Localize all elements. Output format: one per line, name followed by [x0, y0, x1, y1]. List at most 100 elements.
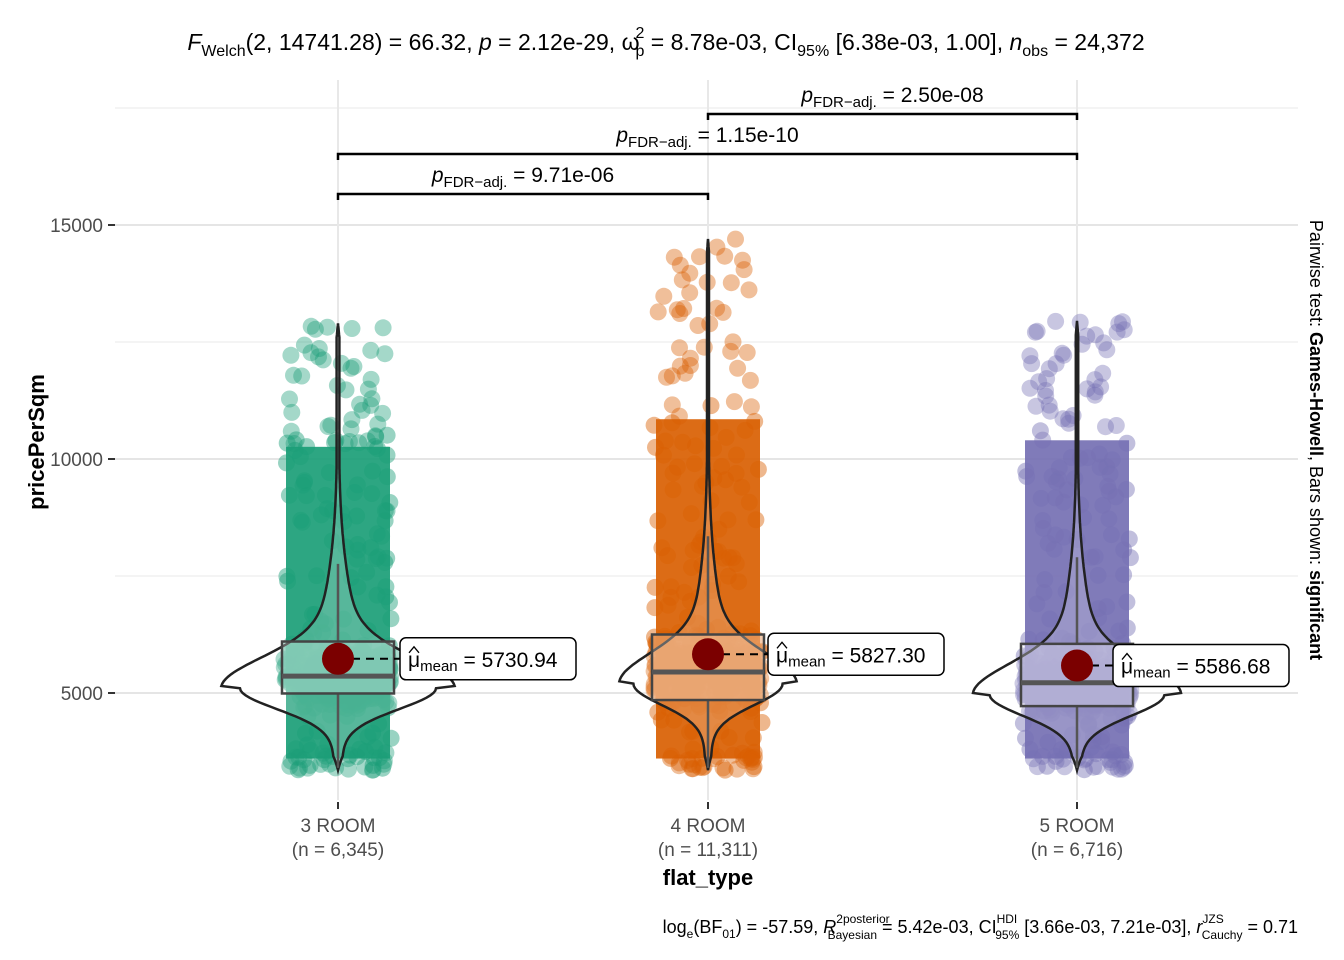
pairwise-label: pFDR−adj. = 1.15e-10	[615, 124, 798, 151]
outlier-point	[708, 238, 726, 256]
outlier-point	[367, 427, 384, 445]
outlier-point	[293, 367, 311, 385]
outlier-point	[362, 341, 380, 359]
outlier-point	[1078, 380, 1096, 398]
outlier-point	[1026, 323, 1044, 341]
chart-title: FWelch(2, 14741.28) = 66.32, p = 2.12e-2…	[187, 25, 1144, 60]
mean-label-box	[1112, 643, 1290, 688]
data-point	[1113, 746, 1131, 764]
outlier-point	[336, 435, 354, 453]
outlier-point	[1086, 383, 1104, 401]
outlier-point	[337, 381, 355, 399]
outlier-point	[1040, 360, 1058, 378]
outlier-point	[281, 390, 298, 408]
outlier-point	[363, 390, 381, 408]
outlier-point	[345, 358, 363, 375]
data-point	[301, 756, 319, 774]
outlier-point	[1030, 373, 1048, 391]
outlier-point	[714, 303, 732, 321]
data-point	[1113, 760, 1131, 778]
mean-point	[322, 642, 354, 675]
outlier-point	[1092, 378, 1110, 396]
outlier-point	[343, 411, 361, 429]
outlier-point	[310, 340, 328, 357]
data-point	[684, 760, 702, 778]
data-point	[733, 744, 751, 762]
hat-icon	[1121, 652, 1133, 660]
outlier-point	[295, 336, 313, 354]
violin-1	[617, 238, 799, 771]
outlier-point	[342, 359, 360, 377]
data-point	[295, 751, 313, 769]
data-point	[728, 760, 746, 778]
data-point	[375, 755, 393, 773]
mean-label-box	[767, 632, 945, 677]
data-point	[364, 761, 381, 779]
outlier-point	[1098, 341, 1116, 359]
data-point	[1031, 422, 1049, 440]
outlier-point	[1060, 414, 1078, 432]
outlier-point	[681, 264, 699, 282]
outlier-point	[727, 230, 744, 248]
data-point	[317, 747, 335, 765]
bayes-caption: loge(BF01) = -57.59, R2posterior Bayesian…	[663, 912, 1298, 942]
outlier-point	[741, 371, 759, 389]
mean-markers: μmean = 5730.94 μmean = 5827.30 μmean = 55…	[322, 632, 1290, 688]
outlier-point	[722, 274, 740, 292]
data-point	[314, 744, 332, 762]
data-point	[1116, 757, 1134, 774]
outlier-point	[1095, 334, 1113, 352]
outlier-point	[673, 271, 691, 289]
outlier-point	[1086, 326, 1104, 344]
axes: 5000 10000 15000 3 ROOM (n = 6,345) 4 ROOM (n …	[50, 216, 1123, 861]
data-point	[1106, 747, 1124, 765]
outlier-point	[716, 247, 734, 265]
outlier-point	[1078, 327, 1096, 345]
x-tick-count: (n = 11,311)	[658, 840, 758, 861]
data-point	[1116, 753, 1134, 771]
outlier-point	[310, 348, 327, 366]
outlier-point	[1038, 370, 1056, 388]
data-point	[281, 757, 299, 775]
data-point	[299, 759, 317, 777]
pairwise-label: pFDR−adj. = 2.50e-08	[800, 84, 983, 111]
pairwise-bracket	[336, 152, 1079, 160]
data-point	[282, 752, 300, 770]
outlier-point	[1114, 313, 1131, 331]
outlier-point	[1054, 410, 1072, 428]
outlier-point	[738, 344, 756, 361]
outlier-point	[1086, 371, 1104, 389]
outlier-point	[734, 251, 751, 269]
pairwise-bracket	[706, 112, 1079, 120]
outlier-point	[724, 333, 742, 351]
outlier-point	[670, 407, 688, 425]
data-point	[742, 750, 760, 768]
outlier-point	[1097, 418, 1114, 436]
outlier-point	[1060, 410, 1078, 428]
outlier-point	[285, 435, 303, 452]
outlier-point	[671, 357, 689, 375]
x-tick-count: (n = 6,345)	[292, 840, 384, 861]
outlier-point	[1021, 347, 1039, 365]
outlier-point	[1037, 382, 1054, 399]
data-point	[287, 431, 305, 449]
outlier-point	[681, 357, 699, 374]
outlier-point	[691, 248, 708, 266]
outlier-point	[663, 367, 681, 385]
data-point	[685, 756, 703, 774]
outlier-point	[351, 395, 369, 413]
outlier-point	[665, 248, 683, 266]
data-point	[374, 759, 391, 777]
outlier-point	[722, 342, 740, 360]
outlier-point	[306, 320, 324, 338]
outlier-point	[1055, 346, 1073, 364]
outlier-point	[681, 349, 699, 367]
outlier-point	[735, 261, 753, 279]
outlier-point	[343, 320, 361, 337]
outlier-point	[282, 346, 300, 364]
data-point	[1056, 758, 1073, 776]
data-point	[744, 760, 762, 778]
outlier-point	[369, 415, 387, 433]
outlier-point	[283, 403, 301, 421]
